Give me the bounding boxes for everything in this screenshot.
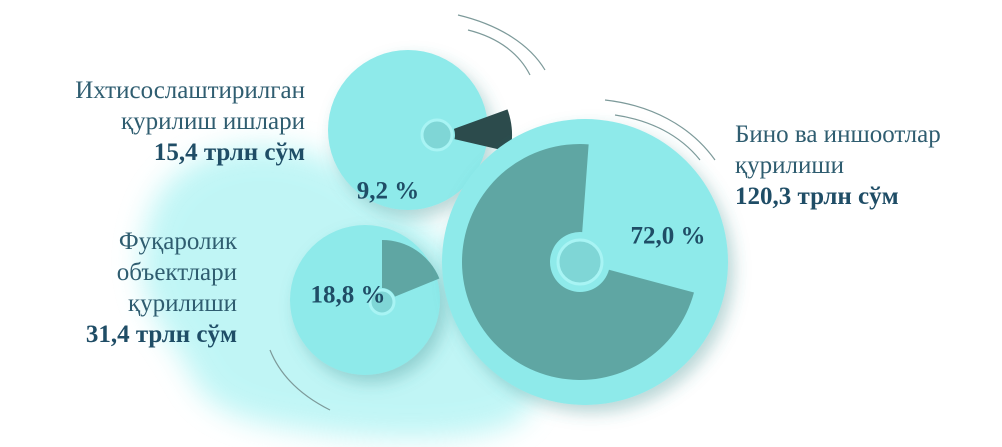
amount-label: 15,4 трлн сўм (153, 139, 305, 166)
label-group: Бино ва иншоотлар қурилиши 120,3 трлн сў… (735, 119, 997, 212)
category-label: Ихтисослаштирилган қурилиш ишлари (75, 77, 305, 135)
label-group: Ихтисослаштирилган қурилиш ишлари 15,4 т… (5, 75, 305, 168)
pie-disc (328, 50, 488, 210)
pie-wedge (382, 240, 440, 297)
deco-arcs (269, 14, 716, 411)
pie-wedge (462, 144, 694, 380)
label-group: Фуқаролик объектлари қурилиши 31,4 трлн … (62, 226, 237, 350)
hub (368, 288, 396, 316)
amount-label: 31,4 трлн сўм (85, 321, 237, 348)
category-label: Фуқаролик объектлари қурилиши (116, 228, 237, 317)
hub (556, 238, 604, 286)
category-label: Бино ва иншоотлар қурилиши (735, 121, 941, 179)
value-label: 9,2 % (357, 178, 420, 205)
hub (420, 118, 454, 152)
pie-wedge (453, 109, 513, 153)
amount-label: 120,3 трлн сўм (735, 183, 899, 210)
value-label: 18,8 % (311, 282, 386, 309)
value-label: 72,0 % (631, 223, 706, 250)
